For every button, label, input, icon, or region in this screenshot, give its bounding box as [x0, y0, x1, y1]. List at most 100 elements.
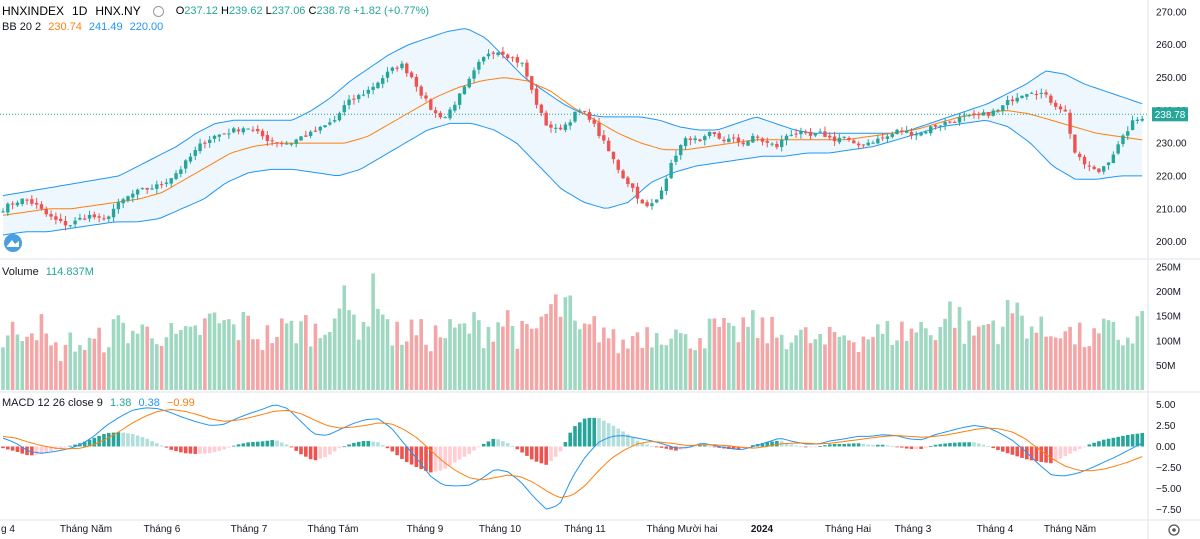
candle-body: [222, 133, 226, 135]
macd-histogram-bar: [765, 442, 770, 447]
candle-body: [68, 225, 72, 227]
volume-bar: [702, 348, 707, 390]
candle-body: [866, 142, 870, 146]
candle-body: [34, 202, 39, 205]
volume-bar: [746, 326, 750, 390]
macd-histogram-bar: [549, 446, 553, 462]
candle-body: [698, 139, 702, 142]
volume-bar: [44, 333, 49, 390]
candle-body: [808, 131, 813, 136]
macd-histogram-bar: [789, 444, 794, 447]
volume-bar: [924, 328, 928, 390]
volume-bar: [529, 328, 534, 390]
candle-body: [1140, 118, 1144, 121]
candle-body: [558, 127, 563, 130]
candle-body: [1020, 95, 1024, 99]
volume-bar: [1044, 336, 1048, 390]
macd-legend[interactable]: MACD 12 26 close 9 1.38 0.38 −0.99: [2, 397, 199, 409]
macd-histogram-bar: [116, 432, 121, 447]
candle-body: [347, 99, 351, 106]
time-tick-label: Tháng 7: [231, 524, 268, 535]
volume-bar: [97, 327, 101, 390]
volume-bar: [1063, 331, 1068, 390]
macd-histogram-bar: [1049, 446, 1053, 464]
macd-histogram-bar: [424, 446, 428, 471]
bb-legend[interactable]: BB 20 2 230.74 241.49 220.00: [2, 21, 167, 33]
volume-bar: [904, 340, 909, 390]
volume-bar: [472, 312, 476, 390]
macd-histogram-bar: [448, 446, 452, 466]
time-axis[interactable]: g 4 Tháng Năm Tháng 6 Tháng 7 Tháng Tám Tháng…: [1, 524, 1096, 535]
volume-bar: [573, 320, 577, 390]
candle-body: [669, 163, 673, 179]
price-axis[interactable]: 270.00260.00250.00240.00230.00220.00210.…: [1156, 7, 1187, 516]
macd-signal-value: −0.99: [166, 397, 195, 409]
volume-bar: [866, 339, 871, 390]
candle-body: [1106, 162, 1111, 166]
candle-body: [313, 130, 318, 132]
candle-body: [597, 122, 601, 137]
candle-body: [549, 124, 553, 128]
volume-bar: [203, 318, 207, 390]
volume-bar: [87, 337, 92, 390]
volume-bar: [674, 329, 678, 390]
volume-bar: [534, 328, 539, 390]
candle-body: [746, 141, 750, 146]
volume-bar: [1140, 310, 1144, 390]
volume-bar: [481, 348, 486, 390]
change-value: +1.82 (+0.77%): [353, 5, 430, 17]
macd-histogram-bar: [1063, 446, 1068, 457]
settings-gear-icon[interactable]: [1168, 524, 1180, 536]
candle-body: [554, 127, 558, 129]
open-value: 237.12: [184, 5, 218, 17]
volume-bar: [775, 337, 779, 390]
candle-body: [1092, 166, 1096, 169]
macd-histogram-bar: [904, 446, 909, 449]
volume-bar: [1015, 302, 1020, 390]
macd-histogram-bar: [573, 426, 577, 447]
candle-body: [727, 138, 731, 143]
macd-histogram-bar: [203, 446, 207, 454]
macd-histogram-bar: [155, 443, 159, 447]
volume-bar: [1121, 345, 1125, 390]
candle-body: [332, 120, 337, 122]
candle-body: [895, 129, 899, 135]
macd-histogram-bar: [505, 443, 510, 447]
candle-body: [1010, 99, 1015, 102]
volume-bar: [779, 334, 784, 390]
macd-line-value: 0.38: [138, 397, 160, 409]
candle-body: [972, 113, 976, 115]
macd-histogram-bar: [731, 446, 736, 450]
tradingview-logo-icon[interactable]: [4, 234, 22, 252]
candle-body: [174, 173, 178, 179]
interval-label[interactable]: 1D: [72, 4, 88, 18]
candle-body: [63, 220, 68, 226]
macd-histogram-bar: [1039, 446, 1044, 462]
volume-bar: [770, 316, 774, 390]
candle-body: [1111, 154, 1116, 164]
candle-body: [232, 128, 236, 133]
volume-bar: [919, 322, 923, 390]
volume-bar: [525, 323, 529, 390]
volume-bar: [486, 326, 491, 390]
volume-bar: [1082, 347, 1087, 390]
volume-bar: [433, 325, 438, 390]
candle-body: [73, 220, 77, 225]
macd-histogram-bar: [289, 446, 294, 448]
symbol-name[interactable]: HNXINDEX: [2, 4, 65, 18]
volume-bar: [448, 319, 452, 390]
macd-histogram-bar: [847, 443, 851, 447]
volume-bar: [424, 344, 428, 390]
volume-bar: [361, 321, 366, 390]
volume-bar: [193, 325, 198, 390]
volume-bar: [294, 343, 299, 390]
volume-legend[interactable]: Volume 114.837M: [2, 266, 98, 278]
price-tick-label: 230.00: [1156, 139, 1187, 150]
candle-body: [890, 133, 894, 137]
macd-histogram-bar: [140, 437, 145, 447]
candle-body: [635, 186, 640, 199]
candle-body: [991, 110, 995, 116]
macd-histogram-bar: [866, 444, 871, 447]
macd-histogram-bar: [1015, 446, 1020, 457]
